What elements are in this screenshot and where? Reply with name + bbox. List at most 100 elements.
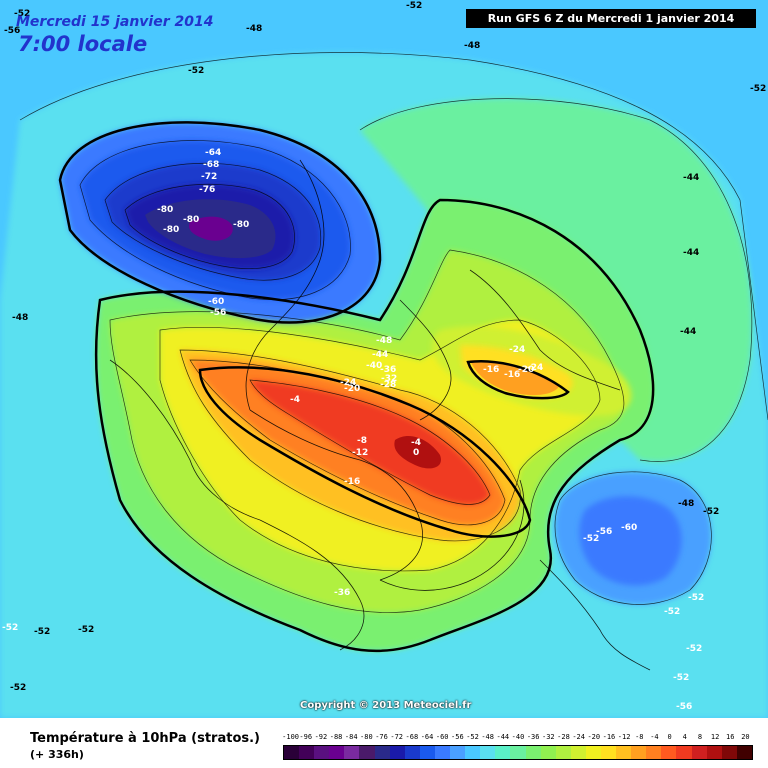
scale-tick-label: -4 xyxy=(650,733,659,741)
isotherm-label: -24 xyxy=(340,378,356,388)
isotherm-label: -52 xyxy=(78,625,94,635)
isotherm-label: -4 xyxy=(411,438,421,448)
stratosphere-temperature-map: -52-48-52-52-48-52-64-68-72-76-80-80-80-… xyxy=(0,0,768,718)
isotherm-label: -36 xyxy=(334,588,350,598)
isotherm-label: -36 xyxy=(380,365,396,375)
scale-swatch xyxy=(404,746,420,759)
scale-swatch xyxy=(510,746,526,759)
scale-tick-label: 20 xyxy=(741,733,750,741)
scale-tick-label: -20 xyxy=(587,733,601,741)
scale-tick-label: 12 xyxy=(710,733,720,741)
scale-tick-label: -76 xyxy=(375,733,388,741)
isotherm-label: -56 xyxy=(676,702,692,712)
scale-tick-label: -12 xyxy=(617,733,631,741)
scale-swatch xyxy=(600,746,617,759)
scale-swatch xyxy=(721,746,737,759)
isotherm-label: -60 xyxy=(208,297,224,307)
scale-swatch xyxy=(389,746,405,759)
isotherm-label: 0 xyxy=(413,448,419,458)
scale-swatch xyxy=(631,746,647,759)
scale-swatch xyxy=(555,746,571,759)
forecast-time: 7:00 locale xyxy=(18,32,148,56)
scale-tick-label: -72 xyxy=(390,733,404,741)
scale-tick-label: -40 xyxy=(511,733,525,741)
scale-swatch xyxy=(450,746,466,759)
isotherm-label: -20 xyxy=(518,365,534,375)
scale-tick-label: 4 xyxy=(682,733,687,741)
scale-tick-label: -56 xyxy=(451,733,464,741)
scale-swatch xyxy=(540,746,556,759)
scale-swatch xyxy=(359,746,375,759)
scale-tick-label: -92 xyxy=(314,733,328,741)
isotherm-label: -32 xyxy=(381,374,397,384)
isotherm-label: -80 xyxy=(163,225,179,235)
isotherm-label: -24 xyxy=(527,363,543,373)
scale-tick-label: -24 xyxy=(572,733,585,741)
scale-tick-label: -96 xyxy=(299,733,313,741)
isotherm-label: -4 xyxy=(290,395,300,405)
isotherm-label: -52 xyxy=(14,9,30,19)
scale-tick-label: -52 xyxy=(466,733,479,741)
scale-tick-label: -64 xyxy=(420,733,434,741)
isotherm-label: -64 xyxy=(205,148,221,158)
scale-tick-label: -100 xyxy=(282,733,300,741)
isotherm-label: -44 xyxy=(683,248,699,258)
scale-swatch xyxy=(661,746,677,759)
isotherm-label: -68 xyxy=(203,160,219,170)
isotherm-label: -48 xyxy=(376,336,392,346)
isotherm-label: -80 xyxy=(157,205,173,215)
isotherm-label: -60 xyxy=(621,523,637,533)
scale-swatch xyxy=(585,746,601,759)
scale-tick-label: -44 xyxy=(496,733,510,741)
scale-swatch xyxy=(676,746,692,759)
color-scale-ticks: -100 -96 -92 -88 -84 -80 -76 -72 -68 -64 -60 -56 -52… xyxy=(282,733,753,745)
coastlines xyxy=(109,159,651,671)
lead-time: (+ 336h) xyxy=(30,748,84,761)
scale-swatch xyxy=(691,746,707,759)
scale-swatch xyxy=(706,746,722,759)
isotherm-label: -20 xyxy=(344,384,360,394)
scale-swatch xyxy=(314,746,330,759)
thick-contours xyxy=(58,121,655,653)
scale-tick-label: -16 xyxy=(602,733,616,741)
isotherm-label: -52 xyxy=(750,84,766,94)
isotherm-label: -52 xyxy=(673,673,689,683)
scale-tick-label: -80 xyxy=(360,733,373,741)
thin-contours xyxy=(19,52,768,613)
chart-title: Température à 10hPa (stratos.) xyxy=(30,731,260,746)
forecast-date: Mercredi 15 janvier 2014 xyxy=(16,14,214,30)
isotherm-label: -72 xyxy=(201,172,217,182)
scale-swatch xyxy=(419,746,435,759)
isotherm-label: -76 xyxy=(199,185,215,195)
isotherm-label: -48 xyxy=(464,41,480,51)
isotherm-label: -48 xyxy=(678,499,694,509)
isotherm-label: -52 xyxy=(664,607,680,617)
isotherm-label: -56 xyxy=(210,308,226,318)
isotherm-label: -80 xyxy=(233,220,249,230)
isotherm-label: -16 xyxy=(483,365,499,375)
scale-tick-label: -68 xyxy=(405,733,419,741)
isotherm-label: -48 xyxy=(246,24,262,34)
isotherm-label: -44 xyxy=(683,173,699,183)
scale-tick-label: -32 xyxy=(541,733,555,741)
isotherm-label: -44 xyxy=(680,327,696,337)
scale-tick-label: 8 xyxy=(697,733,703,741)
scale-tick-label: -48 xyxy=(481,733,494,741)
isotherm-label: -52 xyxy=(688,593,704,603)
isotherm-label: -44 xyxy=(372,350,388,360)
isotherm-label: -52 xyxy=(2,623,18,633)
scale-swatch xyxy=(374,746,390,759)
scale-swatch xyxy=(495,746,511,759)
scale-tick-label: -36 xyxy=(526,733,540,741)
isotherm-label: -52 xyxy=(188,66,204,76)
scale-swatch xyxy=(465,746,481,759)
scale-swatch xyxy=(480,746,496,759)
isotherm-label: -8 xyxy=(357,436,367,446)
isotherm-label: -52 xyxy=(686,644,702,654)
scale-tick-label: -88 xyxy=(329,733,343,741)
scale-tick-label: -8 xyxy=(635,733,644,741)
model-run-banner: Run GFS 6 Z du Mercredi 1 janvier 2014 xyxy=(466,9,756,28)
isotherm-label: -52 xyxy=(703,507,719,517)
scale-swatch xyxy=(434,746,451,759)
